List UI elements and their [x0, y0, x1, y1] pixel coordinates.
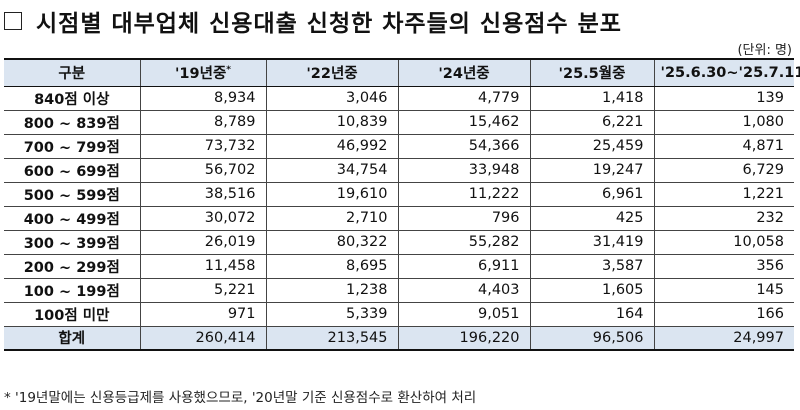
table-cell: 1,605	[529, 277, 655, 303]
title-row: 시점별 대부업체 신용대출 신청한 차주들의 신용점수 분포	[4, 6, 622, 37]
table-cell: 3,046	[265, 85, 399, 111]
table-cell: 10,839	[265, 109, 399, 135]
footnote-mark: *	[226, 65, 232, 76]
table-cell: 25,459	[529, 133, 655, 159]
column-header: '19년중*	[139, 58, 267, 87]
row-label: 500 ~ 599점	[4, 181, 141, 207]
table-cell: 6,911	[397, 253, 531, 279]
column-header: '22년중	[265, 58, 399, 87]
table-cell: 73,732	[139, 133, 267, 159]
table-cell: 80,322	[265, 229, 399, 255]
table-cell: 4,403	[397, 277, 531, 303]
table-cell: 1,221	[653, 181, 794, 207]
table-row: 840점 이상 8,934 3,046 4,779 1,418 139	[4, 85, 794, 111]
row-label: 100 ~ 199점	[4, 277, 141, 303]
total-row: 합계 260,414 213,545 196,220 96,506 24,997	[4, 325, 794, 351]
table-cell: 19,610	[265, 181, 399, 207]
table-row: 400 ~ 499점 30,072 2,710 796 425 232	[4, 205, 794, 231]
table-cell: 10,058	[653, 229, 794, 255]
table-cell: 24,997	[653, 325, 794, 351]
table-row: 100점 미만 971 5,339 9,051 164 166	[4, 301, 794, 327]
table-cell: 145	[653, 277, 794, 303]
table-cell: 8,695	[265, 253, 399, 279]
table-cell: 8,934	[139, 85, 267, 111]
table-cell: 1,080	[653, 109, 794, 135]
column-header-label: '19년중	[174, 66, 227, 83]
table-cell: 96,506	[529, 325, 655, 351]
column-header: '25.5월중	[529, 58, 655, 87]
table-cell: 5,221	[139, 277, 267, 303]
table-cell: 54,366	[397, 133, 531, 159]
table-row: 100 ~ 199점 5,221 1,238 4,403 1,605 145	[4, 277, 794, 303]
table-cell: 196,220	[397, 325, 531, 351]
table-cell: 139	[653, 85, 794, 111]
table-row: 700 ~ 799점 73,732 46,992 54,366 25,459 4,871	[4, 133, 794, 159]
table-row: 800 ~ 839점 8,789 10,839 15,462 6,221 1,080	[4, 109, 794, 135]
table-cell: 2,710	[265, 205, 399, 231]
table-cell: 19,247	[529, 157, 655, 183]
table-cell: 26,019	[139, 229, 267, 255]
table-cell: 1,418	[529, 85, 655, 111]
column-header: '25.6.30~'25.7.11	[653, 58, 800, 87]
table-cell: 1,238	[265, 277, 399, 303]
table-cell: 164	[529, 301, 655, 327]
table-cell: 55,282	[397, 229, 531, 255]
header-row: 구분 '19년중* '22년중 '24년중 '25.5월중 '25.6.30~'…	[4, 58, 800, 87]
table-cell: 232	[653, 205, 794, 231]
table-cell: 11,222	[397, 181, 531, 207]
row-label: 800 ~ 839점	[4, 109, 141, 135]
table-cell: 15,462	[397, 109, 531, 135]
table-cell: 425	[529, 205, 655, 231]
table-cell: 31,419	[529, 229, 655, 255]
score-distribution-table: 구분 '19년중* '22년중 '24년중 '25.5월중 '25.6.30~'…	[4, 58, 800, 351]
table-cell: 11,458	[139, 253, 267, 279]
row-label: 300 ~ 399점	[4, 229, 141, 255]
table-row: 600 ~ 699점 56,702 34,754 33,948 19,247 6,729	[4, 157, 794, 183]
row-label: 400 ~ 499점	[4, 205, 141, 231]
table-cell: 56,702	[139, 157, 267, 183]
table-cell: 34,754	[265, 157, 399, 183]
checkbox-icon	[4, 12, 22, 30]
table-cell: 6,729	[653, 157, 794, 183]
table-row: 500 ~ 599점 38,516 19,610 11,222 6,961 1,221	[4, 181, 794, 207]
table-cell: 166	[653, 301, 794, 327]
row-label: 200 ~ 299점	[4, 253, 141, 279]
row-label: 840점 이상	[4, 85, 141, 111]
table-row: 300 ~ 399점 26,019 80,322 55,282 31,419 10,058	[4, 229, 794, 255]
unit-label: (단위: 명)	[737, 43, 792, 58]
page-title: 시점별 대부업체 신용대출 신청한 차주들의 신용점수 분포	[36, 11, 622, 37]
table-cell: 30,072	[139, 205, 267, 231]
table-cell: 356	[653, 253, 794, 279]
table-cell: 4,871	[653, 133, 794, 159]
row-label: 100점 미만	[4, 301, 141, 327]
table-cell: 5,339	[265, 301, 399, 327]
column-header: 구분	[4, 58, 141, 87]
table-cell: 796	[397, 205, 531, 231]
row-label: 700 ~ 799점	[4, 133, 141, 159]
table-cell: 6,221	[529, 109, 655, 135]
row-label: 600 ~ 699점	[4, 157, 141, 183]
table-cell: 38,516	[139, 181, 267, 207]
table-cell: 8,789	[139, 109, 267, 135]
table-cell: 9,051	[397, 301, 531, 327]
table-cell: 260,414	[139, 325, 267, 351]
column-header: '24년중	[397, 58, 531, 87]
table-cell: 33,948	[397, 157, 531, 183]
table-cell: 46,992	[265, 133, 399, 159]
table-cell: 971	[139, 301, 267, 327]
table-cell: 3,587	[529, 253, 655, 279]
row-label: 합계	[4, 325, 141, 351]
footnote: * '19년말에는 신용등급제를 사용했으므로, '20년말 기준 신용점수로 …	[4, 390, 477, 406]
table-cell: 6,961	[529, 181, 655, 207]
table-row: 200 ~ 299점 11,458 8,695 6,911 3,587 356	[4, 253, 794, 279]
table-cell: 213,545	[265, 325, 399, 351]
table-cell: 4,779	[397, 85, 531, 111]
